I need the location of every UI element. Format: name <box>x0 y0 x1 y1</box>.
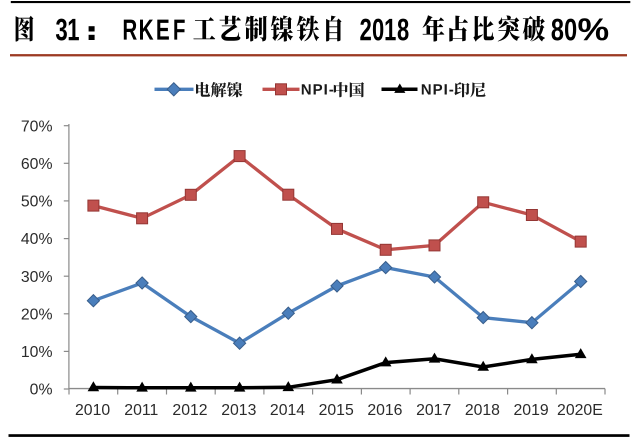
svg-text:2018: 2018 <box>465 402 500 419</box>
svg-text:70%: 70% <box>21 118 53 135</box>
svg-text:2013: 2013 <box>221 402 256 419</box>
svg-text:40%: 40% <box>21 231 53 248</box>
svg-text:60%: 60% <box>21 156 53 173</box>
svg-text:2012: 2012 <box>172 402 207 419</box>
svg-text:30%: 30% <box>21 269 53 286</box>
svg-text:2014: 2014 <box>270 402 305 419</box>
svg-text:20%: 20% <box>21 306 53 323</box>
svg-text:0%: 0% <box>30 382 53 399</box>
svg-text:50%: 50% <box>21 194 53 211</box>
svg-text:2010: 2010 <box>75 402 110 419</box>
svg-text:2017: 2017 <box>416 402 451 419</box>
svg-text:2020E: 2020E <box>557 402 603 419</box>
svg-text:2015: 2015 <box>319 402 354 419</box>
svg-text:2016: 2016 <box>367 402 402 419</box>
svg-text:2019: 2019 <box>514 402 549 419</box>
svg-text:10%: 10% <box>21 344 53 361</box>
svg-text:2011: 2011 <box>124 402 158 419</box>
